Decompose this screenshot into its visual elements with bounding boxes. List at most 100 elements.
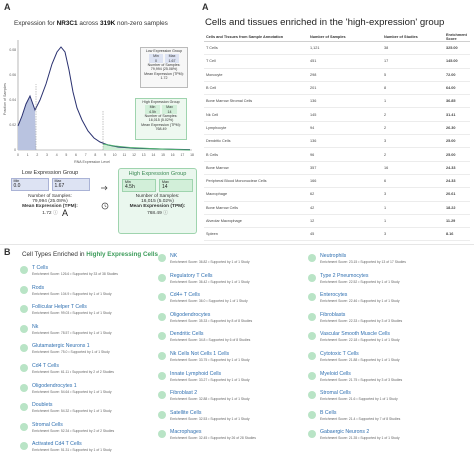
column-header[interactable]: Enrichment Score [444, 32, 470, 42]
cell-type-name[interactable]: Innate Lymphoid Cells [170, 370, 222, 377]
cell-type-details: Enrichment Score: 126.6 • Supported by 3… [32, 272, 119, 276]
column-header[interactable]: Number of Samples [308, 32, 382, 42]
cell-type-name[interactable]: Cd4 T Cells [32, 362, 59, 369]
cell-type-item[interactable]: Cytotoxic T Cells Enrichment Score: 21.88… [308, 350, 468, 370]
cell-type-name[interactable]: Myeloid Cells [320, 370, 351, 377]
history-icon [101, 202, 109, 210]
cell-type-name[interactable]: Doublets [32, 402, 53, 409]
cell-type-item[interactable]: B Cells Enrichment Score: 21.4 • Supporte… [308, 409, 468, 429]
cell-type-dot-icon [158, 391, 166, 400]
cell-type-dot-icon [308, 391, 316, 400]
table-row[interactable]: Peripheral Blood Mononuclear Cells 166 6 24… [204, 174, 470, 189]
cell-type-item[interactable]: Stromal Cells Enrichment Score: 52.34 • S… [20, 421, 170, 441]
cell-type-details: Enrichment Score: 54.64 • Supported by 1… [32, 389, 112, 394]
cell-type-dot-icon [158, 293, 166, 302]
cell-type-name[interactable]: Activated Cd4 T Cells [32, 441, 82, 448]
cell-type-item[interactable]: Follicular Helper T Cells Enrichment Scor… [20, 303, 170, 323]
table-cell: 96 [308, 147, 382, 162]
cell-type-dot-icon [308, 293, 316, 302]
cell-type-name[interactable]: Satellite Cells [170, 409, 202, 416]
cell-type-item[interactable]: Nk Cells Not Cells 1 Cells Enrichment Sco… [158, 350, 308, 370]
cell-type-item[interactable]: Innate Lymphoid Cells Enrichment Score: 3… [158, 370, 308, 390]
cell-type-name[interactable]: Dendritic Cells [170, 331, 204, 338]
x-tick-label: 2 [36, 153, 38, 157]
cell-type-item[interactable]: Cd4 T Cells Enrichment Score: 61.11 • Sup… [20, 362, 170, 382]
cell-type-item[interactable]: T Cells Enrichment Score: 126.6 • Support… [20, 264, 170, 284]
x-tick-label: 1 [27, 153, 29, 157]
table-row[interactable]: Monocyte 298 5 72.00 [204, 68, 470, 82]
cell-type-dot-icon [308, 254, 316, 262]
table-row[interactable]: B Cell 201 8 64.00 [204, 81, 470, 96]
cell-type-details: Enrichment Score: 22.46 • Supported by 1… [320, 299, 400, 304]
cell-type-item[interactable]: Satellite Cells Enrichment Score: 32.53 •… [158, 409, 308, 429]
cell-type-item[interactable]: Neutrophils Enrichment Score: 23.15 • Sup… [308, 252, 468, 272]
cell-type-name[interactable]: Nk [32, 323, 39, 330]
cell-type-name[interactable]: Fibroblasts [320, 311, 346, 318]
cell-type-item[interactable]: Dendritic Cells Enrichment Score: 34.8 • … [158, 330, 308, 350]
cell-type-item[interactable]: Fibroblast 2 Enrichment Score: 32.88 • Su… [158, 389, 308, 409]
table-row[interactable]: T Cells 1,121 38 325.00 [204, 41, 470, 56]
cell-type-name[interactable]: Rods [32, 284, 45, 291]
cell-type-item[interactable]: Macrophages Enrichment Score: 32.45 • Sup… [158, 428, 308, 448]
cell-type-details: Enrichment Score: 52.34 • Supported by 2… [32, 428, 115, 433]
cell-type-item[interactable]: Type 2 Pneumocytes Enrichment Score: 22.5… [308, 272, 468, 292]
cell-type-name[interactable]: Type 2 Pneumocytes [320, 272, 369, 279]
cell-type-name[interactable]: Neutrophils [320, 253, 347, 259]
cell-type-name[interactable]: Oligodendrocytes 1 [32, 382, 77, 389]
cell-type-item[interactable]: Vascular Smooth Muscle Cells Enrichment S… [308, 330, 468, 350]
cell-type-name[interactable]: Gabaergic Neurons 2 [320, 429, 370, 436]
cell-type-name[interactable]: T Cells [32, 265, 49, 271]
table-row[interactable]: B Cells 96 2 25.00 [204, 147, 470, 162]
cell-type-item[interactable]: Gabaergic Neurons 2 Enrichment Score: 21.… [308, 428, 468, 448]
table-row[interactable]: Alveolar Macrophage 12 1 11.29 [204, 214, 470, 229]
cell-type-item[interactable]: Activated Cd4 T Cells Enrichment Score: 5… [20, 440, 170, 460]
cell-type-item[interactable]: Regulatory T Cells Enrichment Score: 36.4… [158, 272, 308, 292]
cell-type-name[interactable]: Vascular Smooth Muscle Cells [320, 331, 390, 338]
column-header[interactable]: Cells and Tissues from Sample Annotation [204, 32, 308, 42]
panel-a-label: A [4, 2, 11, 12]
table-row[interactable]: Macrophage 62 3 20.61 [204, 187, 470, 202]
cell-type-name[interactable]: Cytotoxic T Cells [320, 350, 359, 357]
table-cell: 3 [382, 187, 444, 202]
cell-type-name[interactable]: Glutamatergic Neurons 1 [32, 343, 90, 350]
table-cell: 357 [308, 161, 382, 175]
cell-type-item[interactable]: Fibroblasts Enrichment Score: 22.33 • Sup… [308, 311, 468, 331]
cell-type-name[interactable]: Follicular Helper T Cells [32, 304, 87, 311]
cell-type-name[interactable]: NK [170, 253, 178, 259]
cell-type-name[interactable]: Stromal Cells [32, 421, 63, 428]
cell-type-item[interactable]: Nk Enrichment Score: 78.57 • Supported by… [20, 323, 170, 343]
cell-type-item[interactable]: Doublets Enrichment Score: 54.32 • Suppor… [20, 401, 170, 421]
table-row[interactable]: Spleen 45 3 8.16 [204, 227, 470, 242]
cell-type-name[interactable]: Macrophages [170, 429, 202, 436]
cell-types-column-1: T Cells Enrichment Score: 126.6 • Support… [20, 264, 170, 460]
cell-type-item[interactable]: Oligodendrocytes 1 Enrichment Score: 54.6… [20, 382, 170, 402]
table-row[interactable]: Dendritic Cells 136 3 25.00 [204, 134, 470, 149]
cell-type-item[interactable]: Rods Enrichment Score: 104.9 • Supported … [20, 284, 170, 304]
table-row[interactable]: Lymphocyte 94 2 26.30 [204, 121, 470, 136]
cell-type-item[interactable]: Cd4+ T Cells Enrichment Score: 36.0 • Sup… [158, 291, 308, 311]
cell-type-name[interactable]: Enterocytes [320, 292, 348, 299]
cells-table: Cells and Tissues from Sample Annotation… [204, 32, 470, 242]
cell-type-name[interactable]: Oligodendrocytes [170, 311, 211, 318]
cell-type-item[interactable]: NK Enrichment Score: 36.82 • Supported by… [158, 252, 308, 272]
cell-type-name[interactable]: B Cells [320, 409, 337, 416]
cell-type-item[interactable]: Stromal Cells Enrichment Score: 21.6 • Su… [308, 389, 468, 409]
cell-type-name[interactable]: Stromal Cells [320, 390, 351, 397]
cell-type-item[interactable]: Glutamatergic Neurons 1 Enrichment Score:… [20, 342, 170, 362]
high-group-title: High Expression Group [128, 171, 187, 177]
cell-type-name[interactable]: Regulatory T Cells [170, 272, 213, 279]
column-header[interactable]: Number of Studies [382, 32, 444, 42]
table-row[interactable]: Bone Marrow Cells 42 1 18.22 [204, 201, 470, 215]
cell-type-name[interactable]: Nk Cells Not Cells 1 Cells [170, 350, 230, 357]
table-cell: Macrophage [204, 187, 308, 202]
cell-type-item[interactable]: Myeloid Cells Enrichment Score: 21.75 • S… [308, 370, 468, 390]
cell-type-item[interactable]: Enterocytes Enrichment Score: 22.46 • Sup… [308, 291, 468, 311]
table-row[interactable]: Nk Cell 145 2 31.41 [204, 107, 470, 122]
cell-type-name[interactable]: Fibroblast 2 [170, 390, 198, 397]
cell-type-item[interactable]: Oligodendrocytes Enrichment Score: 35.33 … [158, 311, 308, 331]
table-row[interactable]: T Cell 451 17 145.00 [204, 54, 470, 69]
cell-type-name[interactable]: Cd4+ T Cells [170, 292, 200, 299]
table-row[interactable]: Bone Marrow 357 16 24.33 [204, 161, 470, 175]
table-row[interactable]: Bone Marrow Stromal Cells 136 1 36.85 [204, 94, 470, 109]
x-tick-label: 9 [104, 153, 106, 157]
